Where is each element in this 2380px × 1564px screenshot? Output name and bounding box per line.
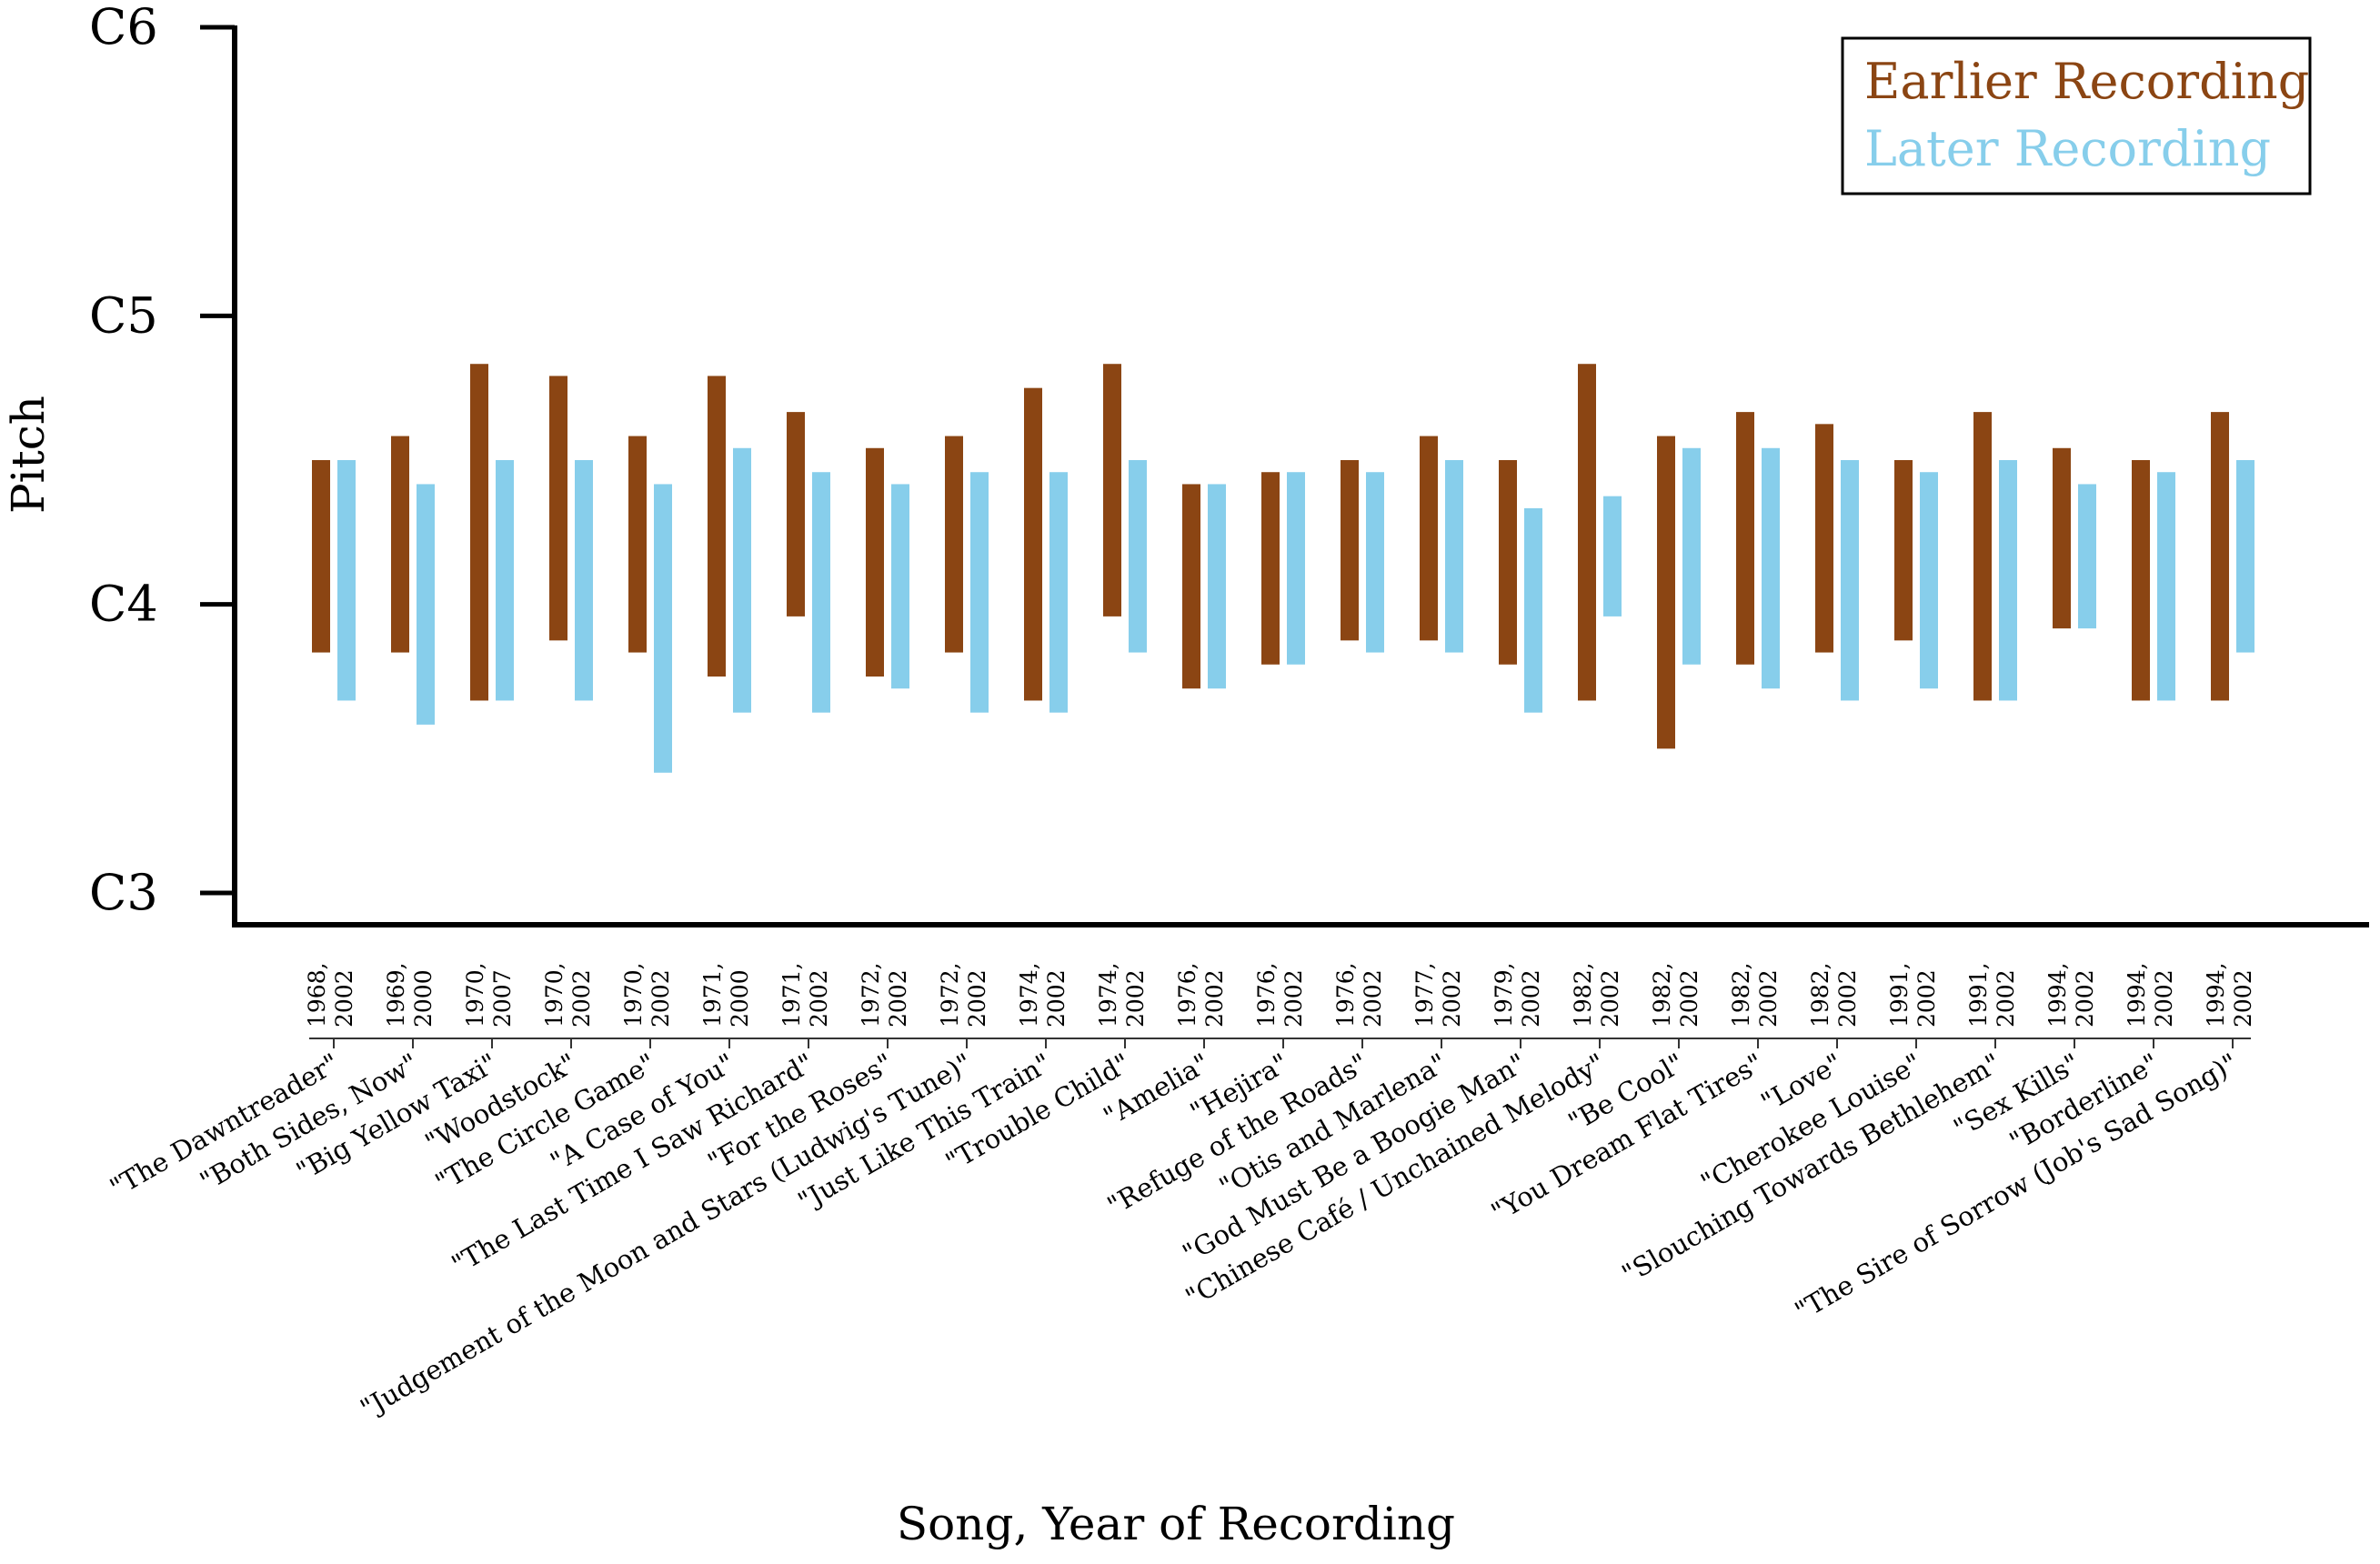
y-tick-label: C6 <box>89 0 158 55</box>
earlier-range-bar <box>549 376 567 641</box>
earlier-range-bar <box>1894 460 1913 641</box>
later-range-bar <box>337 460 356 701</box>
x-label-layer: 1968,2002"The Dawntreader"1969,2000"Both… <box>105 962 2256 1424</box>
axes-layer <box>232 25 2369 927</box>
earlier-range-bar <box>708 376 726 677</box>
earlier-range-bar <box>391 436 409 653</box>
year-label: 1982,2002 <box>1728 962 1782 1028</box>
year-label: 1969,2000 <box>383 962 437 1028</box>
later-range-bar <box>1049 472 1068 713</box>
earlier-range-bar <box>1420 436 1438 641</box>
legend: Earlier Recording Later Recording <box>1841 36 2312 196</box>
later-range-bar <box>970 472 989 713</box>
year-label: 1971,2002 <box>778 962 832 1028</box>
later-range-bar <box>1841 460 1859 701</box>
year-label: 1968,2002 <box>304 962 357 1028</box>
later-range-bar <box>1208 484 1226 689</box>
later-range-bar <box>1129 460 1147 653</box>
year-label: 1972,2002 <box>937 962 990 1028</box>
year-label: 1970,2007 <box>462 962 516 1028</box>
later-range-bar <box>1603 496 1622 617</box>
earlier-range-bar <box>1341 460 1359 641</box>
later-range-bar <box>654 484 672 773</box>
year-label: 1976,2002 <box>1174 962 1228 1028</box>
earlier-range-bar <box>1657 436 1675 749</box>
year-label: 1970,2002 <box>620 962 674 1028</box>
y-tick-layer: C3 C4 C5 C6 <box>89 0 235 921</box>
y-tick-label: C3 <box>89 864 158 921</box>
earlier-range-bar <box>2211 412 2229 701</box>
year-label: 1976,2002 <box>1332 962 1386 1028</box>
earlier-range-bar <box>1815 424 1833 653</box>
y-tick-label: C5 <box>89 286 158 344</box>
later-range-bar <box>891 484 909 689</box>
year-label: 1982,2002 <box>1807 962 1861 1028</box>
earlier-range-bar <box>2132 460 2150 701</box>
later-range-bar <box>1762 447 1780 689</box>
earlier-range-bar <box>1261 472 1280 665</box>
y-tick-label: C4 <box>89 576 158 633</box>
later-range-bar <box>417 484 435 725</box>
legend-box <box>1841 36 2312 196</box>
later-range-bar <box>1524 507 1542 713</box>
y-axis-title: Pitch <box>2 396 55 514</box>
earlier-range-bar <box>2053 447 2071 629</box>
earlier-range-bar <box>470 364 488 701</box>
year-label: 1974,2002 <box>1095 962 1149 1028</box>
earlier-range-bar <box>1973 412 1992 701</box>
later-range-bar <box>1682 447 1701 665</box>
year-label: 1970,2002 <box>541 962 595 1028</box>
later-range-bar <box>1445 460 1463 653</box>
legend-later-label: Later Recording <box>1864 120 2271 177</box>
year-label: 1994,2002 <box>2044 962 2098 1028</box>
later-range-bar <box>1287 472 1305 665</box>
year-label: 1982,2002 <box>1649 962 1702 1028</box>
earlier-range-bar <box>628 436 647 653</box>
year-label: 1976,2002 <box>1253 962 1307 1028</box>
year-label: 1979,2002 <box>1491 962 1544 1028</box>
year-label: 1994,2002 <box>2203 962 2256 1028</box>
year-label: 1982,2002 <box>1570 962 1623 1028</box>
earlier-range-bar <box>1736 412 1754 665</box>
earlier-range-bar <box>1024 387 1042 701</box>
year-label: 1991,2002 <box>1886 962 1940 1028</box>
legend-earlier-label: Earlier Recording <box>1864 53 2309 110</box>
x-axis-title: Song, Year of Recording <box>897 1498 1455 1550</box>
year-label: 1974,2002 <box>1016 962 1069 1028</box>
later-range-bar <box>733 447 751 713</box>
later-range-bar <box>2078 484 2096 629</box>
later-range-bar <box>1999 460 2017 701</box>
earlier-range-bar <box>1578 364 1596 701</box>
earlier-range-bar <box>945 436 963 653</box>
later-range-bar <box>1366 472 1384 653</box>
bar-layer <box>312 364 2254 773</box>
later-range-bar <box>812 472 830 713</box>
later-range-bar <box>496 460 514 701</box>
later-range-bar <box>2236 460 2254 653</box>
year-label: 1971,2000 <box>699 962 753 1028</box>
year-label: 1972,2002 <box>858 962 911 1028</box>
earlier-range-bar <box>1499 460 1517 665</box>
year-label: 1991,2002 <box>1965 962 2019 1028</box>
earlier-range-bar <box>312 460 330 653</box>
later-range-bar <box>575 460 593 701</box>
year-label: 1977,2002 <box>1411 962 1465 1028</box>
earlier-range-bar <box>1182 484 1200 689</box>
earlier-range-bar <box>1103 364 1121 617</box>
earlier-range-bar <box>787 412 805 617</box>
later-range-bar <box>1920 472 1938 689</box>
year-label: 1994,2002 <box>2124 962 2177 1028</box>
earlier-range-bar <box>866 447 884 677</box>
later-range-bar <box>2157 472 2175 701</box>
